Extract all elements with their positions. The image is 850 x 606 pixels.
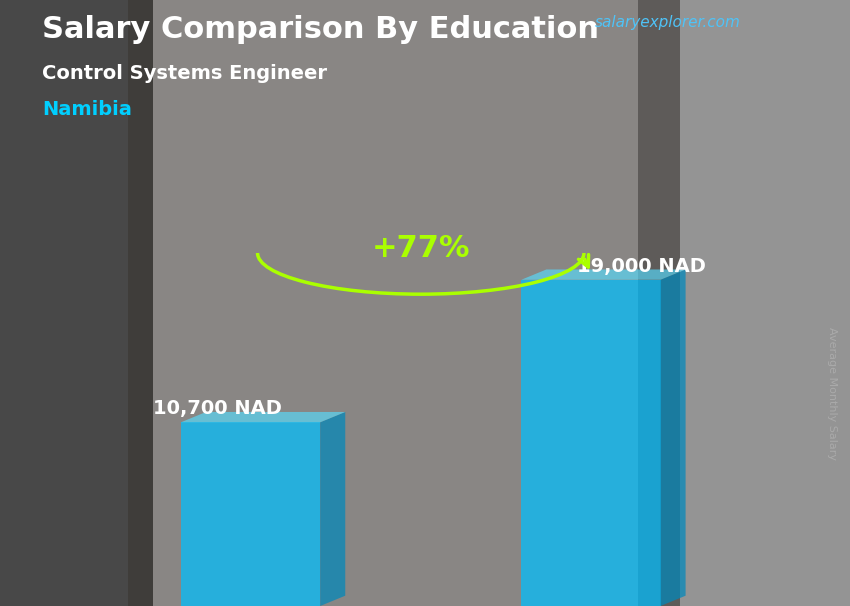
Bar	[128, 0, 680, 606]
Text: Namibia: Namibia	[42, 100, 133, 119]
Polygon shape	[521, 270, 686, 280]
Polygon shape	[521, 280, 660, 606]
Text: 10,700 NAD: 10,700 NAD	[153, 399, 282, 418]
Text: Average Monthly Salary: Average Monthly Salary	[827, 327, 837, 461]
Text: Control Systems Engineer: Control Systems Engineer	[42, 64, 327, 82]
Text: 19,000 NAD: 19,000 NAD	[577, 257, 706, 276]
Text: salaryexplorer.com: salaryexplorer.com	[595, 15, 741, 30]
Polygon shape	[181, 412, 345, 422]
Text: +77%: +77%	[371, 235, 470, 264]
Text: Salary Comparison By Education: Salary Comparison By Education	[42, 15, 599, 44]
Bar	[638, 0, 850, 606]
Polygon shape	[320, 412, 345, 606]
Polygon shape	[660, 270, 686, 606]
Polygon shape	[181, 422, 320, 606]
Bar	[0, 0, 153, 606]
